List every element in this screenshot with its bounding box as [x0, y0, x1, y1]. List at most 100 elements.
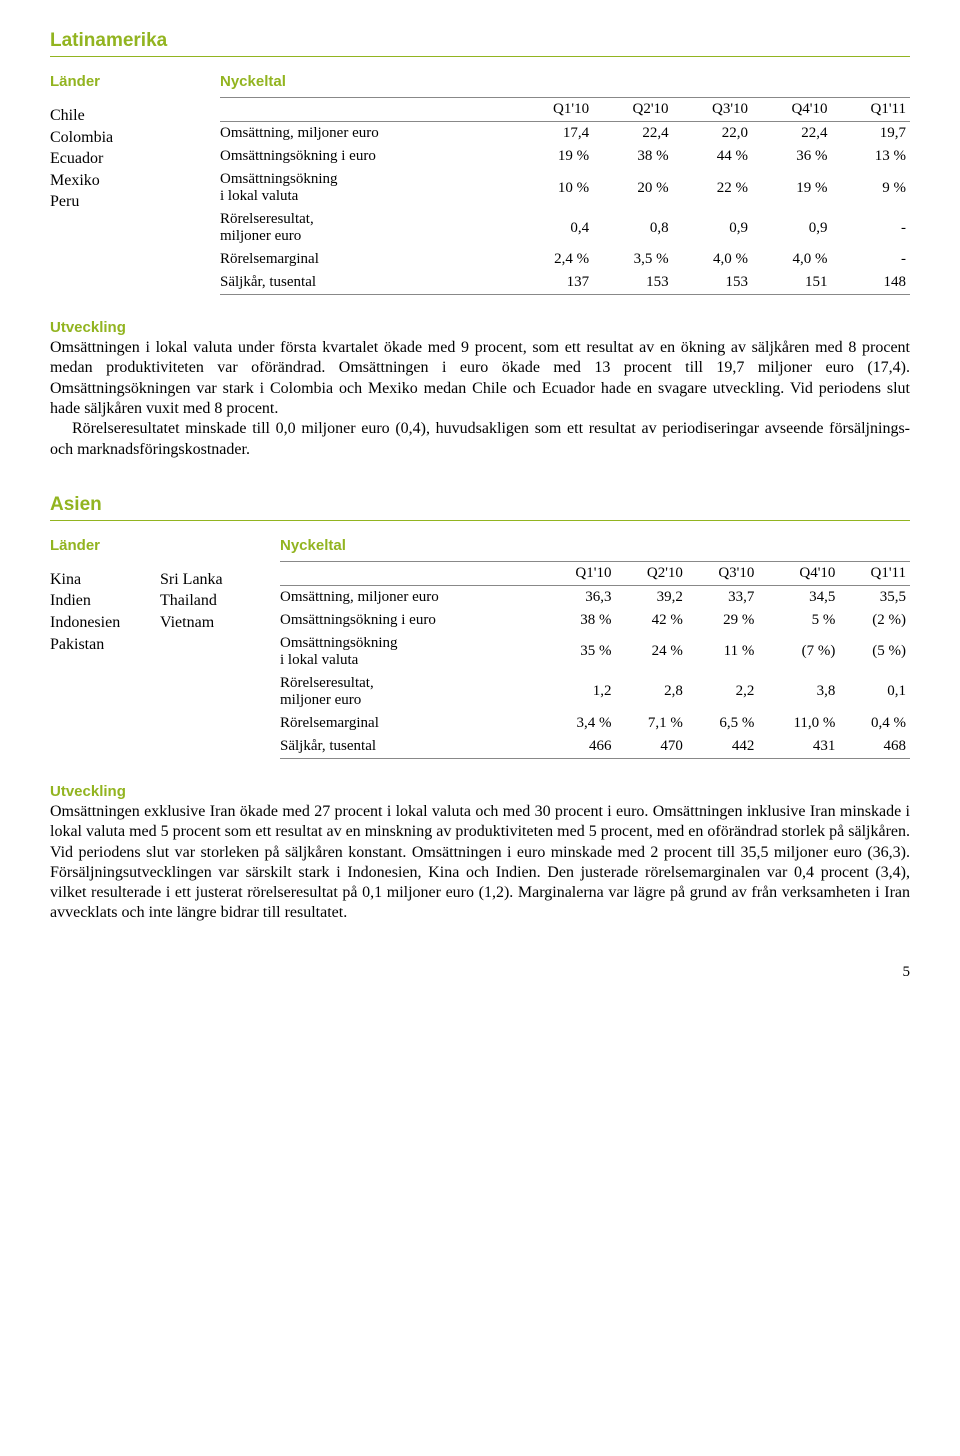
country-item: Mexiko: [50, 170, 220, 192]
table-cell: 153: [673, 271, 752, 295]
table-cell: 19 %: [514, 145, 593, 168]
section-heading-latinamerika: Latinamerika: [50, 30, 910, 52]
row-label: Säljkår, tusental: [220, 271, 514, 295]
table-header-cell: Q4'10: [758, 561, 839, 585]
table-cell: 42 %: [615, 609, 686, 632]
table-row: Omsättning, miljoner euro36,339,233,734,…: [280, 585, 910, 609]
country-item: Kina: [50, 569, 160, 591]
table-header-cell: Q1'10: [514, 98, 593, 122]
country-item: Peru: [50, 191, 220, 213]
table-header-cell: Q4'10: [752, 98, 831, 122]
row-label: Rörelsemarginal: [220, 248, 514, 271]
table-cell: 0,9: [752, 208, 831, 248]
row-label: Omsättningsökningi lokal valuta: [280, 632, 544, 672]
table-row: Säljkår, tusental137153153151148: [220, 271, 910, 295]
table-cell: 19 %: [752, 168, 831, 208]
section-latinamerika: Latinamerika Länder Nyckeltal ChileColom…: [50, 30, 910, 460]
table-cell: -: [832, 208, 911, 248]
table-header-cell: Q2'10: [615, 561, 686, 585]
table-header-cell: Q2'10: [593, 98, 672, 122]
table-cell: 36,3: [544, 585, 615, 609]
table-cell: 468: [839, 735, 910, 759]
table-cell: 17,4: [514, 122, 593, 146]
table-cell: 442: [687, 735, 758, 759]
latin-table: Q1'10Q2'10Q3'10Q4'10Q1'11 Omsättning, mi…: [220, 97, 910, 295]
row-label: Rörelsemarginal: [280, 712, 544, 735]
section-divider: [50, 520, 910, 521]
table-row: Säljkår, tusental466470442431468: [280, 735, 910, 759]
table-cell: (2 %): [839, 609, 910, 632]
countries-list: ChileColombiaEcuadorMexikoPeru: [50, 105, 220, 213]
row-label: Omsättningsökning i euro: [220, 145, 514, 168]
latin-para-2: Rörelseresultatet minskade till 0,0 milj…: [50, 419, 910, 460]
table-header-cell: Q3'10: [687, 561, 758, 585]
table-cell: 19,7: [832, 122, 911, 146]
country-item: Indonesien: [50, 612, 160, 634]
table-cell: 1,2: [544, 672, 615, 712]
table-header-cell: Q3'10: [673, 98, 752, 122]
table-column: Q1'10Q2'10Q3'10Q4'10Q1'11 Omsättning, mi…: [280, 555, 910, 759]
latin-para-1: Omsättningen i lokal valuta under första…: [50, 338, 910, 419]
table-header-cell: Q1'11: [839, 561, 910, 585]
table-row: Rörelseresultat,miljoner euro1,22,82,23,…: [280, 672, 910, 712]
countries-list-col1: KinaIndienIndonesienPakistan: [50, 569, 160, 655]
table-cell: 34,5: [758, 585, 839, 609]
table-cell: 22,0: [673, 122, 752, 146]
table-row: Rörelseresultat,miljoner euro0,40,80,90,…: [220, 208, 910, 248]
table-cell: 0,4: [514, 208, 593, 248]
table-cell: 2,2: [687, 672, 758, 712]
table-cell: 148: [832, 271, 911, 295]
lander-label: Länder: [50, 537, 100, 554]
table-row: Omsättningsökningi lokal valuta10 %20 %2…: [220, 168, 910, 208]
nyckeltal-label: Nyckeltal: [220, 73, 286, 90]
table-cell: 153: [593, 271, 672, 295]
country-item: Ecuador: [50, 148, 220, 170]
table-cell: 3,5 %: [593, 248, 672, 271]
table-cell: (5 %): [839, 632, 910, 672]
table-cell: 3,4 %: [544, 712, 615, 735]
table-cell: 4,0 %: [752, 248, 831, 271]
countries-list-col2: Sri LankaThailandVietnam: [160, 569, 270, 634]
table-cell: -: [832, 248, 911, 271]
row-label: Rörelseresultat,miljoner euro: [280, 672, 544, 712]
table-cell: 13 %: [832, 145, 911, 168]
table-cell: 11 %: [687, 632, 758, 672]
table-cell: 0,4 %: [839, 712, 910, 735]
table-cell: 38 %: [544, 609, 615, 632]
table-cell: 10 %: [514, 168, 593, 208]
row-label: Rörelseresultat,miljoner euro: [220, 208, 514, 248]
row-label: Omsättning, miljoner euro: [280, 585, 544, 609]
table-cell: 4,0 %: [673, 248, 752, 271]
table-cell: 137: [514, 271, 593, 295]
countries-column: ChileColombiaEcuadorMexikoPeru: [50, 91, 220, 213]
table-column: Q1'10Q2'10Q3'10Q4'10Q1'11 Omsättning, mi…: [220, 91, 910, 295]
row-label: Säljkår, tusental: [280, 735, 544, 759]
utveckling-heading: Utveckling: [50, 783, 910, 800]
page-number: 5: [50, 964, 910, 981]
asia-para-1: Omsättningen exklusive Iran ökade med 27…: [50, 802, 910, 924]
table-row: Omsättningsökningi lokal valuta35 %24 %1…: [280, 632, 910, 672]
section-asien: Asien Länder Nyckeltal KinaIndienIndones…: [50, 494, 910, 924]
table-cell: 44 %: [673, 145, 752, 168]
row-label: Omsättning, miljoner euro: [220, 122, 514, 146]
table-cell: 9 %: [832, 168, 911, 208]
country-item: Vietnam: [160, 612, 270, 634]
country-item: Colombia: [50, 127, 220, 149]
table-cell: 2,4 %: [514, 248, 593, 271]
content-columns: KinaIndienIndonesienPakistan Sri LankaTh…: [50, 555, 910, 759]
table-cell: (7 %): [758, 632, 839, 672]
table-cell: 11,0 %: [758, 712, 839, 735]
row-label: Omsättningsökningi lokal valuta: [220, 168, 514, 208]
table-cell: 20 %: [593, 168, 672, 208]
table-cell: 6,5 %: [687, 712, 758, 735]
country-item: Sri Lanka: [160, 569, 270, 591]
table-cell: 22 %: [673, 168, 752, 208]
country-item: Indien: [50, 590, 160, 612]
table-row: Omsättningsökning i euro38 %42 %29 %5 %(…: [280, 609, 910, 632]
table-cell: 7,1 %: [615, 712, 686, 735]
utveckling-heading: Utveckling: [50, 319, 910, 336]
table-cell: 0,1: [839, 672, 910, 712]
table-cell: 22,4: [752, 122, 831, 146]
lander-label: Länder: [50, 73, 100, 90]
asia-table: Q1'10Q2'10Q3'10Q4'10Q1'11 Omsättning, mi…: [280, 561, 910, 759]
